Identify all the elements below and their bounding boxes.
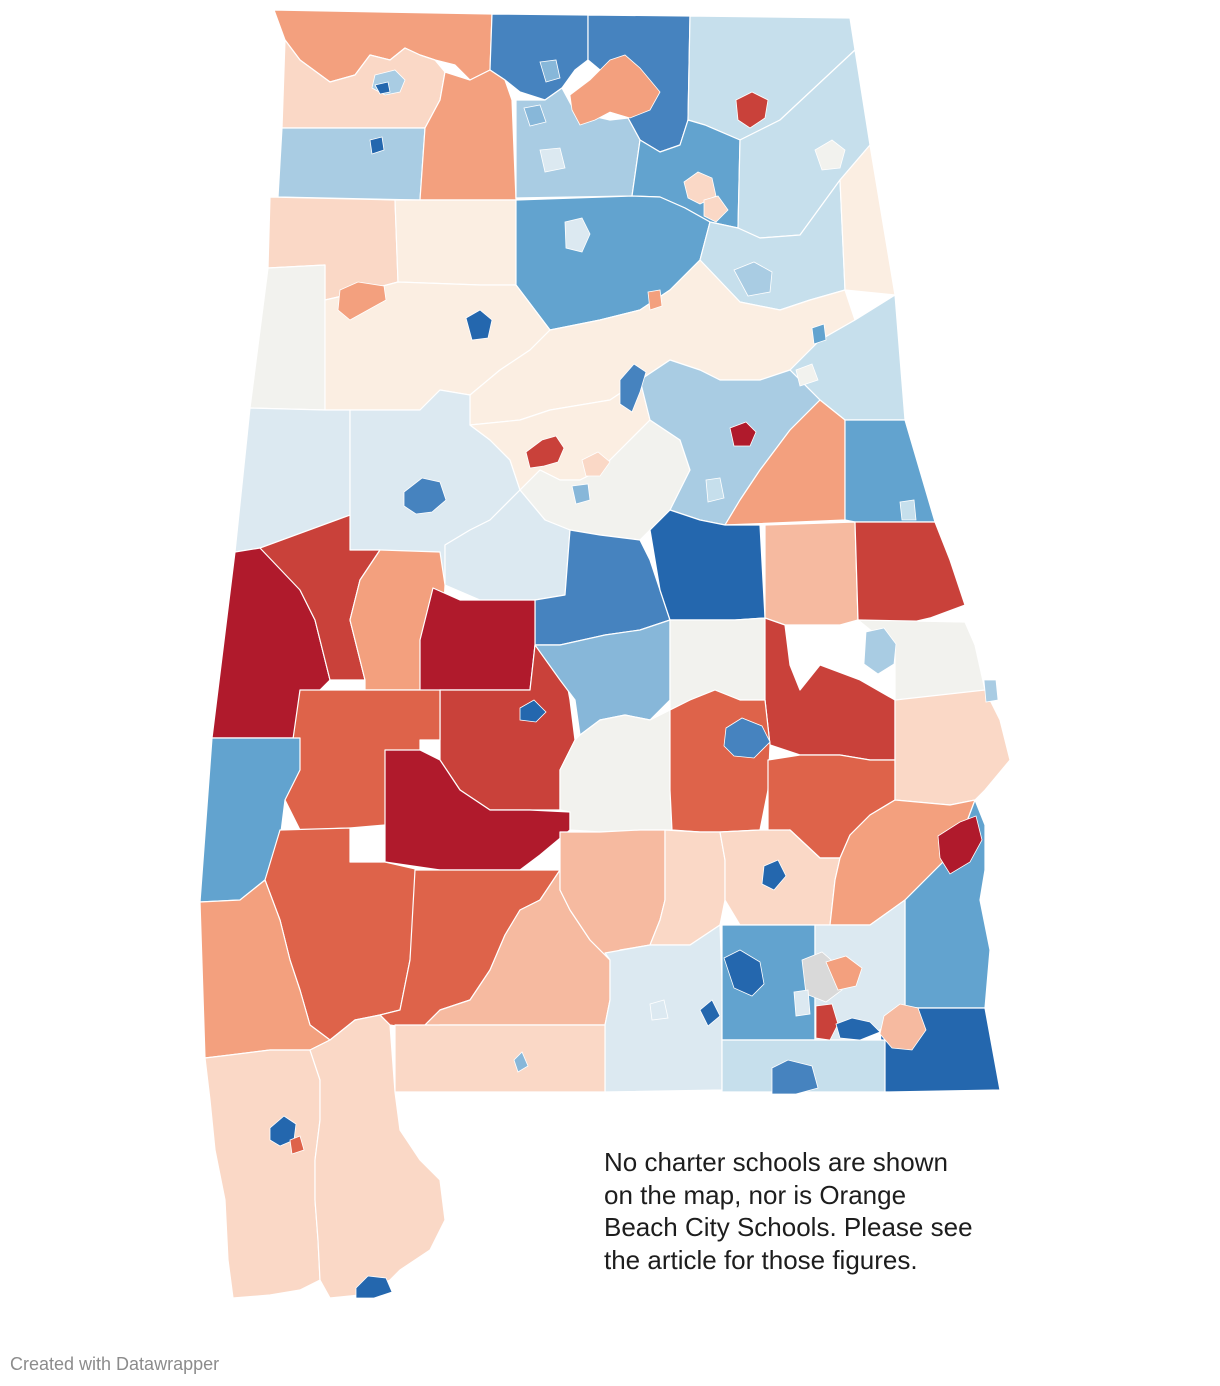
district-region — [394, 1024, 606, 1093]
city-district — [723, 717, 771, 759]
district-region — [419, 69, 517, 201]
district-region — [839, 144, 896, 296]
city-district — [815, 1003, 839, 1041]
datawrapper-credit: Created with Datawrapper — [10, 1354, 220, 1374]
city-district — [723, 949, 765, 997]
city-district — [403, 477, 447, 515]
district-region — [669, 689, 771, 833]
district-region — [854, 521, 966, 626]
city-district — [649, 999, 669, 1021]
map-annotation: No charter schools are shown on the map,… — [604, 1146, 1004, 1276]
district-region — [204, 1049, 321, 1299]
city-districts — [269, 54, 999, 1299]
district-region — [724, 399, 846, 526]
city-district — [899, 499, 917, 521]
city-district — [683, 171, 717, 205]
county-regions — [199, 9, 1011, 1299]
district-region — [649, 509, 766, 621]
city-district — [937, 815, 983, 875]
city-district — [825, 955, 863, 991]
city-district — [564, 217, 591, 253]
city-district — [733, 261, 773, 297]
district-region — [277, 127, 426, 201]
city-district — [699, 999, 721, 1027]
city-district — [519, 699, 547, 723]
city-district — [983, 679, 999, 703]
district-region — [764, 521, 859, 626]
city-district — [355, 1275, 393, 1299]
district-region — [394, 199, 517, 286]
city-district — [369, 136, 385, 155]
city-district — [729, 421, 757, 447]
district-region — [559, 709, 673, 833]
city-district — [619, 363, 647, 413]
annotation-line: Beach City Schools. Please see — [604, 1212, 973, 1242]
city-district — [513, 1051, 529, 1073]
city-district — [771, 1059, 819, 1095]
city-district — [863, 627, 897, 675]
city-district — [793, 989, 811, 1017]
city-district — [703, 195, 729, 223]
city-district — [571, 483, 591, 505]
city-district — [289, 1135, 305, 1155]
city-district — [465, 309, 493, 341]
city-district — [337, 281, 387, 321]
city-district — [814, 139, 846, 171]
district-region — [309, 1014, 446, 1299]
city-district — [879, 1003, 927, 1051]
district-region — [249, 264, 326, 411]
city-district — [835, 1017, 881, 1041]
district-region — [844, 419, 936, 523]
city-district — [539, 147, 566, 173]
city-district — [761, 859, 787, 891]
city-district — [811, 323, 827, 345]
city-district — [525, 435, 565, 469]
annotation-line: the article for those figures. — [604, 1244, 918, 1275]
district-region — [894, 689, 1011, 806]
annotation-line: No charter schools are shown — [604, 1147, 948, 1177]
city-district — [735, 91, 769, 129]
city-district — [539, 59, 561, 83]
city-district — [795, 363, 819, 387]
city-district — [569, 54, 661, 126]
city-district — [523, 104, 547, 127]
city-district — [647, 289, 663, 311]
city-district — [705, 477, 725, 503]
city-district — [374, 81, 391, 95]
city-district — [581, 451, 611, 477]
annotation-line: on the map, nor is Orange — [604, 1179, 907, 1210]
